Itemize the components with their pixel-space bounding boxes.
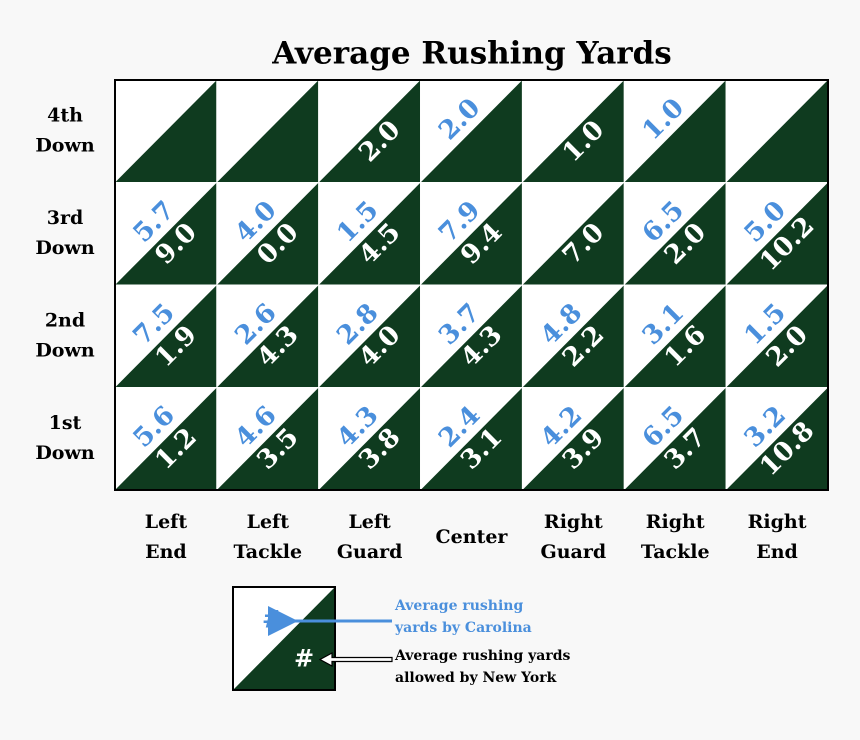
column-label: End xyxy=(145,541,187,563)
legend-symbol: # xyxy=(294,644,314,673)
column-label: Guard xyxy=(541,541,607,563)
row-label: Down xyxy=(35,442,95,464)
lower-triangle xyxy=(216,387,319,490)
upper-triangle xyxy=(726,80,828,183)
lower-triangle xyxy=(522,387,625,490)
lower-triangle xyxy=(624,285,727,388)
upper-triangle xyxy=(420,182,523,285)
column-label: Right xyxy=(646,511,705,533)
lower-triangle xyxy=(420,182,523,285)
lower-triangle xyxy=(624,80,727,183)
grid-border xyxy=(114,79,829,491)
lower-triangle xyxy=(216,285,319,388)
lower-triangle xyxy=(726,80,828,183)
legend-label: Average rushing yards allowed by New Yor… xyxy=(395,648,571,686)
lower-triangle xyxy=(233,587,335,690)
upper-triangle xyxy=(522,80,625,183)
lower-triangle xyxy=(624,182,727,285)
row-label: Down xyxy=(35,134,95,156)
upper-triangle xyxy=(420,387,523,490)
row-label: Down xyxy=(35,237,95,259)
upper-triangle xyxy=(318,182,421,285)
lower-triangle xyxy=(420,80,523,183)
upper-triangle xyxy=(726,387,828,490)
legend-label: Average rushing yards by Carolina xyxy=(395,598,532,636)
column-label: Tackle xyxy=(233,541,302,563)
upper-triangle xyxy=(216,387,319,490)
column-label: Left xyxy=(348,511,391,533)
lower-triangle xyxy=(216,80,319,183)
lower-triangle xyxy=(318,285,421,388)
upper-triangle xyxy=(522,182,625,285)
column-label: Left xyxy=(247,511,290,533)
column-label: Tackle xyxy=(641,541,710,563)
upper-triangle xyxy=(216,182,319,285)
lower-triangle xyxy=(726,182,828,285)
row-label: 4th xyxy=(47,104,83,126)
column-label: Right xyxy=(748,511,807,533)
row-label: 2nd xyxy=(45,309,85,331)
column-label: Left xyxy=(145,511,188,533)
lower-triangle xyxy=(115,80,217,183)
lower-triangle xyxy=(420,285,523,388)
lower-triangle xyxy=(115,285,217,388)
legend-border xyxy=(232,586,336,691)
row-label: Down xyxy=(35,339,95,361)
chart-title: Average Rushing Yards xyxy=(271,36,672,72)
upper-triangle xyxy=(522,285,625,388)
lower-triangle xyxy=(318,80,421,183)
upper-triangle xyxy=(420,80,523,183)
lower-triangle xyxy=(216,182,319,285)
upper-triangle xyxy=(726,182,828,285)
column-label: Center xyxy=(436,526,509,548)
lower-triangle xyxy=(522,80,625,183)
lower-triangle xyxy=(522,182,625,285)
row-label: 1st xyxy=(49,412,82,434)
lower-triangle xyxy=(318,182,421,285)
lower-triangle xyxy=(522,285,625,388)
column-label: End xyxy=(756,541,798,563)
upper-triangle xyxy=(318,387,421,490)
lower-triangle xyxy=(115,182,217,285)
lower-triangle xyxy=(115,387,217,490)
upper-triangle xyxy=(318,285,421,388)
upper-triangle xyxy=(216,80,319,183)
upper-triangle xyxy=(726,285,828,388)
upper-triangle xyxy=(522,387,625,490)
legend-symbol: # xyxy=(262,605,282,634)
lower-triangle xyxy=(726,387,828,490)
upper-triangle xyxy=(216,285,319,388)
column-label: Guard xyxy=(337,541,403,563)
lower-triangle xyxy=(624,387,727,490)
legend-arrow xyxy=(318,651,393,668)
lower-triangle xyxy=(726,285,828,388)
upper-triangle xyxy=(420,285,523,388)
lower-triangle xyxy=(318,387,421,490)
lower-triangle xyxy=(420,387,523,490)
upper-triangle xyxy=(318,80,421,183)
row-label: 3rd xyxy=(47,207,84,229)
column-label: Right xyxy=(544,511,603,533)
